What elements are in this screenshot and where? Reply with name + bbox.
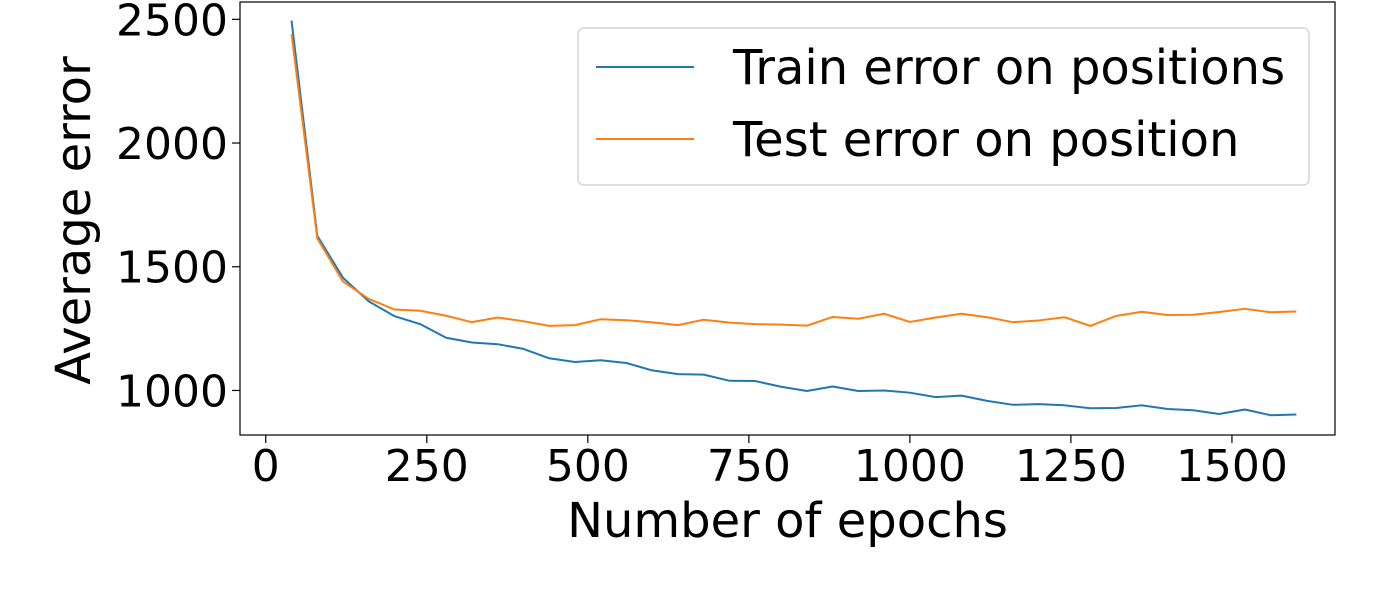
x-tick-label: 1000 bbox=[854, 441, 966, 492]
legend-label: Test error on position bbox=[732, 112, 1239, 168]
x-tick-label: 1500 bbox=[1176, 441, 1288, 492]
axes-frame bbox=[239, 1, 1336, 436]
y-axis-label: Average error bbox=[46, 56, 102, 385]
y-tick-label: 1000 bbox=[116, 366, 228, 417]
x-tick-label: 750 bbox=[707, 441, 791, 492]
y-tick-label: 2500 bbox=[116, 0, 228, 46]
x-axis-label: Number of epochs bbox=[567, 493, 1008, 549]
legend: Train error on positions Test error on po… bbox=[577, 27, 1310, 186]
x-tick-label: 0 bbox=[252, 441, 280, 492]
legend-label: Train error on positions bbox=[732, 40, 1285, 96]
legend-box bbox=[577, 27, 1310, 186]
legend-entries: Train error on positions Test error on po… bbox=[596, 40, 1285, 168]
series-line-1 bbox=[290, 20, 1297, 417]
series-layer bbox=[290, 20, 1297, 417]
x-tick-label: 1250 bbox=[1015, 441, 1127, 492]
series-line-2 bbox=[290, 34, 1297, 327]
y-axis-ticks: 1000 1500 2000 2500 bbox=[116, 0, 240, 417]
x-tick-label: 500 bbox=[546, 441, 630, 492]
x-tick-label: 250 bbox=[385, 441, 469, 492]
x-axis-ticks: 0 250 500 750 1000 1250 1500 bbox=[252, 435, 1288, 492]
y-tick-label: 2000 bbox=[116, 119, 228, 170]
y-tick-label: 1500 bbox=[116, 243, 228, 294]
